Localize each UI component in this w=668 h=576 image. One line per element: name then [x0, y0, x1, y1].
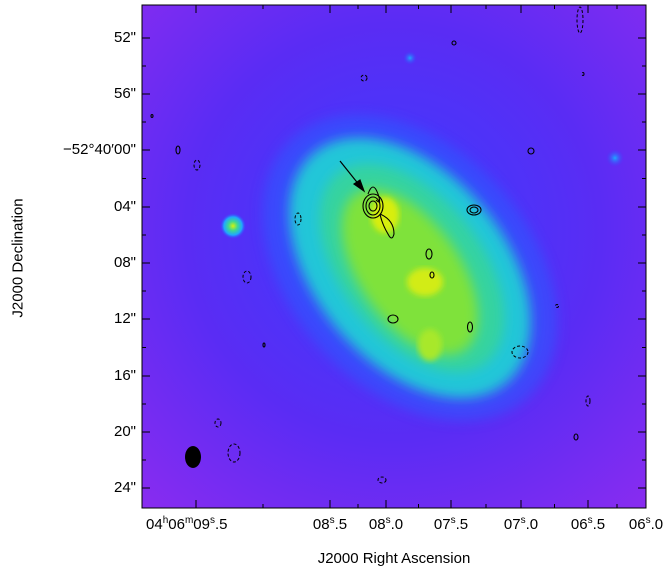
y-tick-label: 56" [113, 85, 136, 102]
star-right [606, 149, 624, 167]
y-tick-label: 16" [113, 367, 136, 384]
y-tick-label: 24" [113, 479, 136, 496]
x-tick-label: 06s.5 [570, 515, 606, 533]
y-tick-label: 04" [113, 198, 136, 215]
x-axis-label: J2000 Right Ascension [317, 550, 471, 567]
x-tick-label: 08s.5 [312, 515, 348, 533]
beam-ellipse [185, 446, 201, 468]
star-top [403, 51, 417, 65]
image-raster [142, 5, 646, 508]
x-tick-label: 07s.0 [503, 515, 539, 533]
y-tick-label: 52" [113, 29, 136, 46]
y-tick-label: 20" [113, 423, 136, 440]
y-tick-label: 12" [113, 310, 136, 327]
galaxy-core-region [341, 189, 479, 355]
x-tick-label: 04h06m09s.5 [146, 515, 228, 533]
pointer-arrow [339, 160, 366, 193]
x-tick-label: 08s.0 [368, 515, 404, 533]
y-tick-label: −52°40′00" [63, 141, 136, 158]
radio-contours [150, 40, 579, 441]
x-tick-label: 07s.5 [433, 515, 469, 533]
y-axis-label-container: J2000 Declination [6, 0, 30, 571]
plot-frame [141, 4, 647, 509]
star-left [220, 213, 246, 239]
y-tick-label: 08" [113, 254, 136, 271]
x-tick-label: 06s.0 [628, 515, 664, 533]
y-axis-label: J2000 Declination [9, 198, 27, 318]
negative-contours [193, 6, 591, 484]
